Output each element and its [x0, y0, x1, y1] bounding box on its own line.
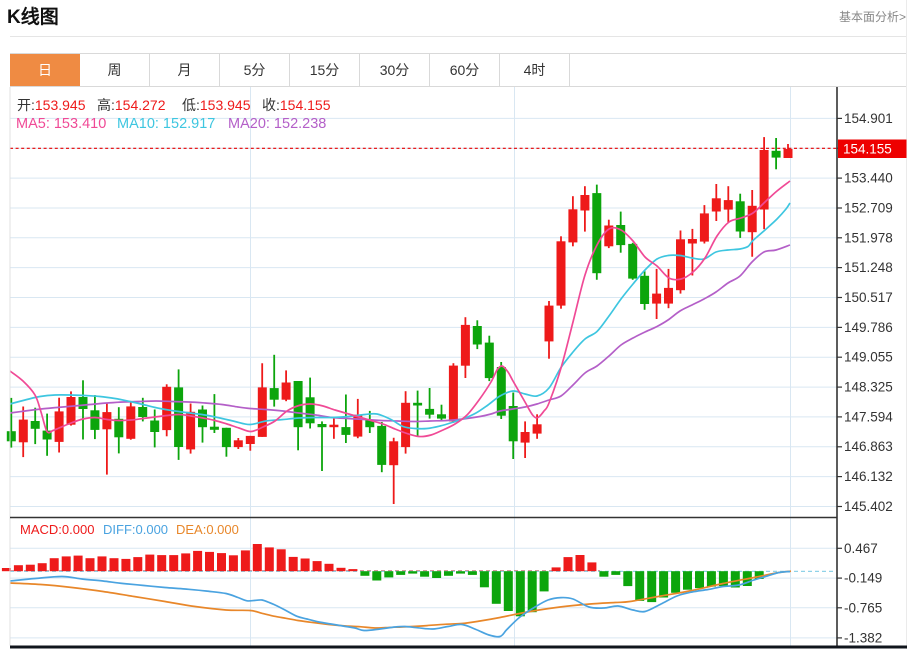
- svg-text:MA5: 153.410: MA5: 153.410: [16, 116, 106, 132]
- svg-text:MACD:0.000: MACD:0.000: [20, 522, 94, 537]
- svg-text:开:153.945: 开:153.945: [17, 97, 86, 113]
- svg-text:高:154.272: 高:154.272: [97, 97, 166, 113]
- svg-text:149.055: 149.055: [844, 350, 893, 365]
- svg-text:-0.765: -0.765: [844, 600, 882, 615]
- svg-text:145.402: 145.402: [844, 499, 893, 514]
- svg-text:DEA:0.000: DEA:0.000: [176, 522, 239, 537]
- svg-text:147.594: 147.594: [844, 409, 893, 424]
- svg-text:151.978: 151.978: [844, 230, 893, 245]
- svg-text:DIFF:0.000: DIFF:0.000: [103, 522, 168, 537]
- svg-text:153.440: 153.440: [844, 171, 893, 186]
- svg-text:MA10: 152.917: MA10: 152.917: [117, 116, 215, 132]
- svg-text:0.467: 0.467: [844, 541, 878, 556]
- svg-text:148.325: 148.325: [844, 380, 893, 395]
- svg-text:154.901: 154.901: [844, 111, 893, 126]
- svg-text:-1.382: -1.382: [844, 630, 882, 645]
- svg-text:146.132: 146.132: [844, 469, 893, 484]
- svg-text:低:153.945: 低:153.945: [182, 97, 251, 113]
- svg-text:152.709: 152.709: [844, 201, 893, 216]
- svg-text:146.863: 146.863: [844, 439, 893, 454]
- svg-text:150.517: 150.517: [844, 290, 893, 305]
- svg-text:154.155: 154.155: [843, 141, 892, 156]
- svg-text:149.786: 149.786: [844, 320, 893, 335]
- svg-text:MA20: 152.238: MA20: 152.238: [228, 116, 326, 132]
- svg-text:收:154.155: 收:154.155: [262, 97, 331, 113]
- svg-text:-0.149: -0.149: [844, 571, 882, 586]
- svg-text:151.248: 151.248: [844, 260, 893, 275]
